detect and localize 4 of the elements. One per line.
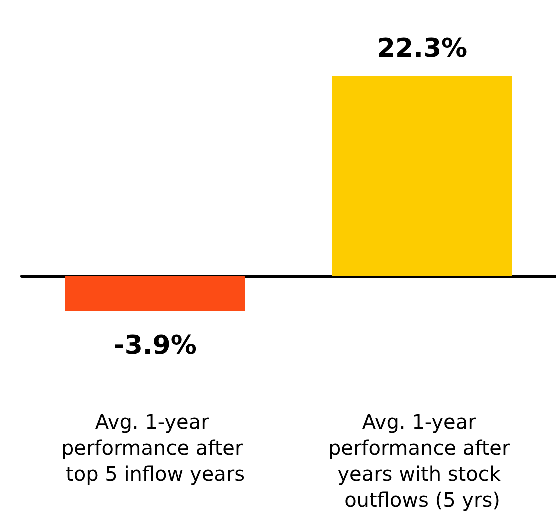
data-label: -3.9%	[114, 331, 197, 362]
data-label: 22.3%	[377, 34, 468, 64]
x-tick-label: Avg. 1-year performance after years with stock outflows (5 yrs)	[328, 410, 517, 512]
x-tick-label: Avg. 1-year performance after top 5 inflow years	[61, 410, 250, 486]
